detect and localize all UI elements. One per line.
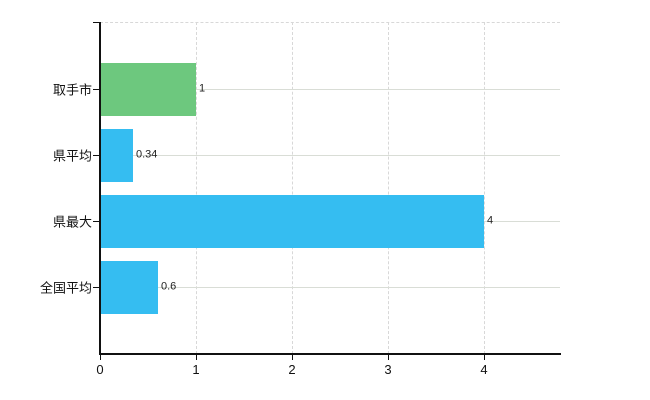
bar-value-label: 4: [487, 214, 494, 227]
x-axis-tick: [100, 355, 101, 360]
bar: [100, 129, 133, 182]
bar-value-label: 0.34: [136, 148, 158, 161]
y-axis-tick: [93, 287, 100, 288]
bar: [100, 195, 484, 248]
bar-value-label: 0.6: [161, 280, 177, 293]
x-axis-tick: [484, 355, 485, 360]
category-label: 県平均: [52, 148, 92, 164]
x-tick-label: 2: [288, 362, 296, 377]
bar: [100, 261, 158, 314]
plot-area: 1 0.34 4 0.6: [100, 22, 560, 354]
y-axis-tick: [93, 155, 100, 156]
horizontal-gridline: [100, 89, 560, 90]
x-axis-tick: [292, 355, 293, 360]
y-axis-tick: [93, 89, 100, 90]
y-axis-line: [99, 22, 101, 354]
y-axis-tick: [93, 221, 100, 222]
category-label: 県最大: [52, 214, 92, 230]
bar-value-label: 1: [199, 82, 206, 95]
x-tick-label: 1: [192, 362, 200, 377]
vertical-gridline: [196, 22, 197, 354]
vertical-gridline: [484, 22, 485, 354]
x-axis-tick: [196, 355, 197, 360]
plot-top-gridline: [100, 22, 560, 23]
x-tick-label: 0: [96, 362, 104, 377]
x-axis-tick: [388, 355, 389, 360]
bar: [100, 63, 196, 116]
category-label: 全国平均: [39, 280, 92, 296]
vertical-gridline: [388, 22, 389, 354]
horizontal-gridline: [100, 287, 560, 288]
y-axis-tick: [93, 22, 100, 23]
x-tick-label: 3: [384, 362, 392, 377]
x-tick-label: 4: [480, 362, 488, 377]
category-label: 取手市: [52, 82, 92, 98]
vertical-gridline: [292, 22, 293, 354]
horizontal-gridline: [100, 155, 560, 156]
x-axis-line: [99, 353, 561, 355]
